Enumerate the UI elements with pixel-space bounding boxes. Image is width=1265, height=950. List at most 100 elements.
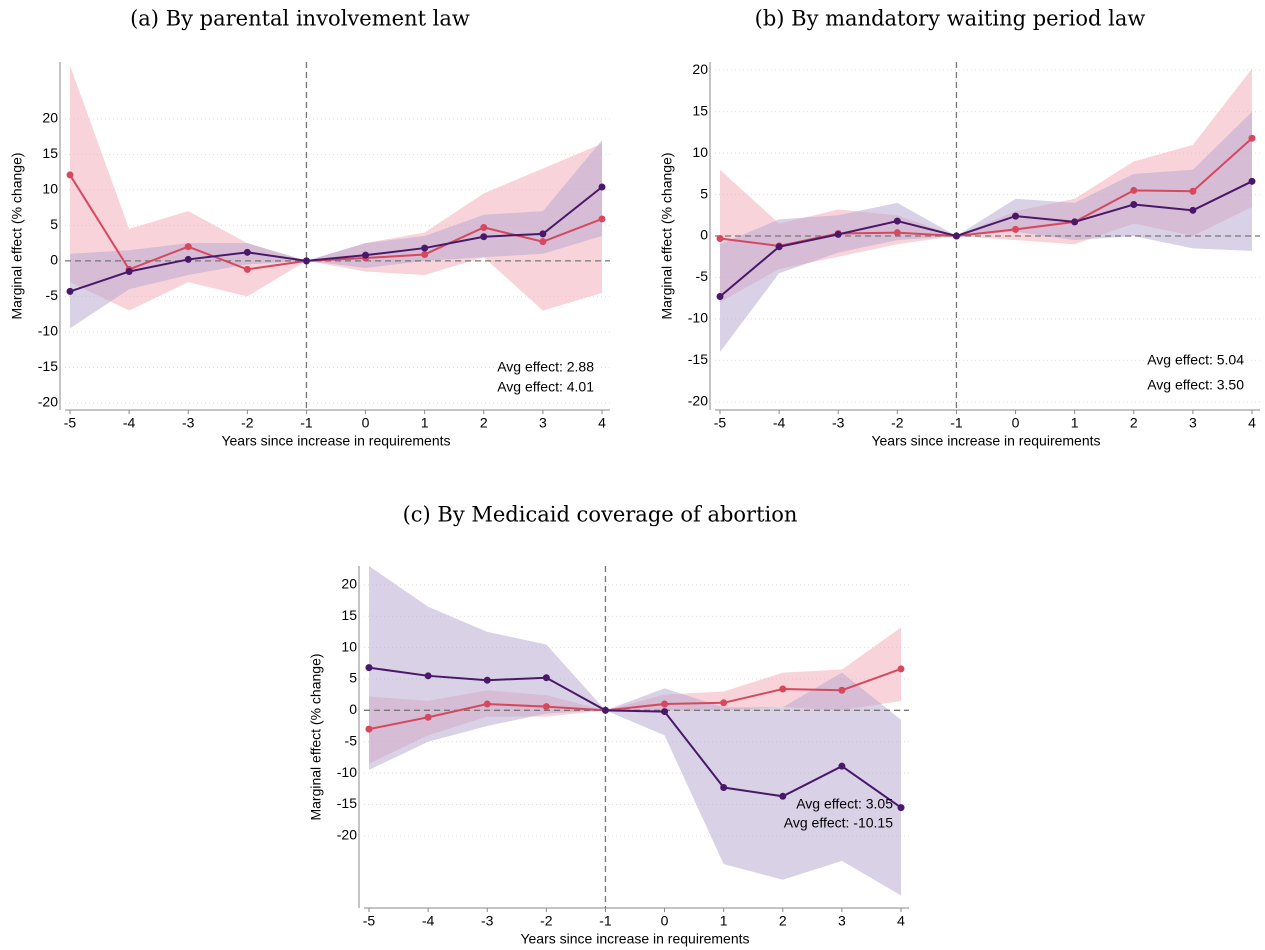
x-tick-label: 3 xyxy=(1189,415,1197,431)
y-axis-label: Marginal effect (% change) xyxy=(659,152,675,319)
y-axis-label: Marginal effect (% change) xyxy=(308,653,324,820)
annotation: Avg effect: -10.15 xyxy=(784,815,893,831)
x-axis-label: Years since increase in requirements xyxy=(871,433,1100,449)
data-point xyxy=(1248,134,1256,142)
data-point xyxy=(661,700,669,708)
data-point xyxy=(661,708,669,716)
data-point xyxy=(184,243,192,251)
y-tick-label: -20 xyxy=(337,827,357,843)
data-point xyxy=(897,665,905,673)
confidence-band xyxy=(70,140,602,329)
y-tick-label: 5 xyxy=(349,670,357,686)
data-point xyxy=(480,233,488,241)
data-point xyxy=(421,244,429,252)
x-tick-label: -4 xyxy=(123,415,136,431)
data-point xyxy=(598,215,606,223)
data-point xyxy=(542,674,550,682)
data-point xyxy=(125,268,133,276)
x-tick-label: -5 xyxy=(363,913,376,929)
data-point xyxy=(1012,225,1020,233)
data-point xyxy=(952,232,960,240)
x-tick-label: -5 xyxy=(64,415,77,431)
x-tick-label: 4 xyxy=(598,415,606,431)
data-point xyxy=(775,243,783,251)
x-tick-label: -3 xyxy=(182,415,195,431)
y-tick-label: -5 xyxy=(345,732,358,748)
data-point xyxy=(424,672,432,680)
data-point xyxy=(838,686,846,694)
y-tick-label: 10 xyxy=(692,144,708,160)
series-line xyxy=(719,180,1253,298)
data-point xyxy=(838,762,846,770)
y-tick-label: -5 xyxy=(46,287,59,303)
data-point xyxy=(1012,212,1020,220)
chart-title: (c) By Medicaid coverage of abortion xyxy=(403,503,798,527)
data-point xyxy=(893,229,901,237)
x-tick-label: -3 xyxy=(832,415,845,431)
x-tick-label: -1 xyxy=(599,913,612,929)
data-point xyxy=(601,706,609,714)
annotation: Avg effect: 5.04 xyxy=(1147,352,1244,368)
data-point xyxy=(480,223,488,231)
y-tick-label: 15 xyxy=(341,607,357,623)
data-point xyxy=(834,230,842,238)
series-line xyxy=(69,186,603,293)
data-point xyxy=(539,238,547,246)
x-tick-label: 4 xyxy=(897,913,905,929)
data-point xyxy=(720,784,728,792)
annotation: Avg effect: 2.88 xyxy=(497,359,594,375)
series-line xyxy=(368,667,902,731)
data-point xyxy=(184,255,192,263)
data-point xyxy=(539,230,547,238)
x-tick-label: 4 xyxy=(1248,415,1256,431)
annotation: Avg effect: 3.05 xyxy=(796,796,893,812)
y-tick-label: -15 xyxy=(38,358,58,374)
data-point xyxy=(365,725,373,733)
confidence-band xyxy=(369,566,901,896)
x-tick-label: -2 xyxy=(891,415,904,431)
annotation: Avg effect: 3.50 xyxy=(1147,377,1244,393)
y-tick-label: -15 xyxy=(688,351,708,367)
data-point xyxy=(1130,201,1138,209)
y-tick-label: 15 xyxy=(692,102,708,118)
y-tick-label: 0 xyxy=(50,252,58,268)
x-tick-label: -4 xyxy=(773,415,786,431)
x-tick-label: 1 xyxy=(720,913,728,929)
x-tick-label: 1 xyxy=(1071,415,1079,431)
x-tick-label: 2 xyxy=(1130,415,1138,431)
x-tick-label: -1 xyxy=(950,415,963,431)
x-axis-label: Years since increase in requirements xyxy=(221,433,450,449)
data-point xyxy=(365,664,373,672)
x-tick-label: -2 xyxy=(241,415,254,431)
data-point xyxy=(424,713,432,721)
data-point xyxy=(598,183,606,191)
y-tick-label: 10 xyxy=(341,638,357,654)
y-tick-label: -5 xyxy=(696,268,709,284)
x-tick-label: 0 xyxy=(1012,415,1020,431)
series-line xyxy=(368,666,902,809)
data-point xyxy=(897,804,905,812)
data-point xyxy=(66,171,74,179)
y-tick-label: 20 xyxy=(692,61,708,77)
x-tick-label: 2 xyxy=(779,913,787,929)
data-point xyxy=(1071,218,1079,226)
y-tick-label: 0 xyxy=(349,701,357,717)
data-point xyxy=(779,685,787,693)
data-point xyxy=(1189,206,1197,214)
data-point xyxy=(779,792,787,800)
data-point xyxy=(483,700,491,708)
x-axis-label: Years since increase in requirements xyxy=(520,931,749,947)
data-point xyxy=(720,699,728,707)
data-point xyxy=(483,676,491,684)
y-tick-label: -15 xyxy=(337,795,357,811)
y-tick-label: 0 xyxy=(700,227,708,243)
x-tick-label: 3 xyxy=(539,415,547,431)
data-point xyxy=(302,257,310,265)
data-point xyxy=(1248,177,1256,185)
x-tick-label: -1 xyxy=(300,415,313,431)
data-point xyxy=(421,250,429,258)
y-tick-label: 5 xyxy=(700,185,708,201)
y-tick-label: 10 xyxy=(42,181,58,197)
x-tick-label: 0 xyxy=(362,415,370,431)
y-tick-label: 20 xyxy=(42,110,58,126)
